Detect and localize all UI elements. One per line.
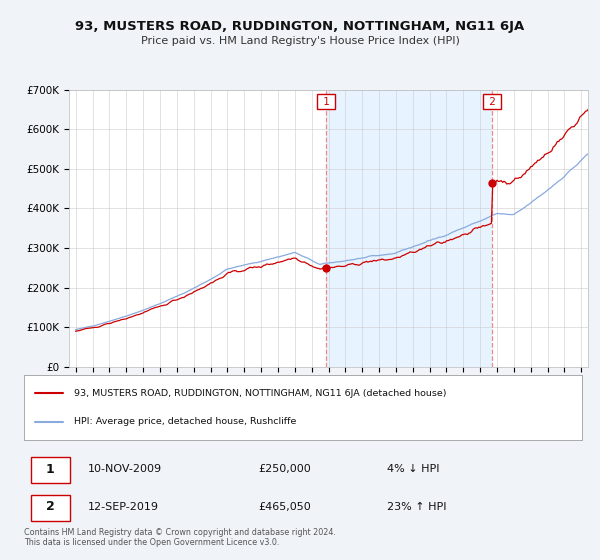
Text: HPI: Average price, detached house, Rushcliffe: HPI: Average price, detached house, Rush… (74, 417, 296, 426)
Bar (326, 90, 492, 367)
Text: 1: 1 (320, 96, 333, 106)
FancyBboxPatch shape (31, 457, 70, 483)
Text: 93, MUSTERS ROAD, RUDDINGTON, NOTTINGHAM, NG11 6JA: 93, MUSTERS ROAD, RUDDINGTON, NOTTINGHAM… (76, 20, 524, 32)
Text: £465,050: £465,050 (259, 502, 311, 512)
Text: Contains HM Land Registry data © Crown copyright and database right 2024.
This d: Contains HM Land Registry data © Crown c… (24, 528, 336, 547)
Text: 1: 1 (46, 463, 55, 475)
Text: Price paid vs. HM Land Registry's House Price Index (HPI): Price paid vs. HM Land Registry's House … (140, 36, 460, 46)
Text: 4% ↓ HPI: 4% ↓ HPI (387, 464, 439, 474)
Text: 2: 2 (486, 96, 499, 106)
Text: 10-NOV-2009: 10-NOV-2009 (88, 464, 162, 474)
Text: 2: 2 (46, 501, 55, 514)
Text: £250,000: £250,000 (259, 464, 311, 474)
Text: 93, MUSTERS ROAD, RUDDINGTON, NOTTINGHAM, NG11 6JA (detached house): 93, MUSTERS ROAD, RUDDINGTON, NOTTINGHAM… (74, 389, 447, 398)
Text: 23% ↑ HPI: 23% ↑ HPI (387, 502, 446, 512)
FancyBboxPatch shape (31, 495, 70, 521)
Text: 12-SEP-2019: 12-SEP-2019 (88, 502, 159, 512)
